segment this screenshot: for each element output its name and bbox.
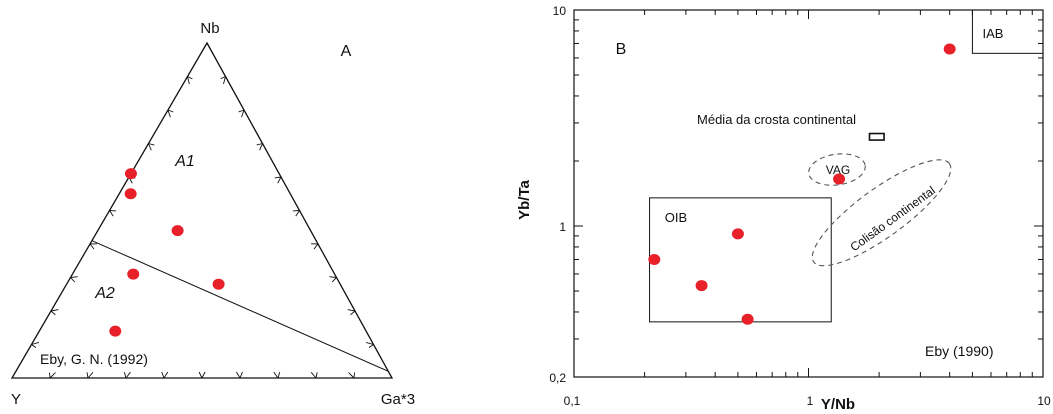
ternary-tick — [125, 371, 131, 379]
ternary-tick — [238, 109, 245, 113]
source-note-b: Eby (1990) — [925, 343, 993, 359]
ternary-tick — [163, 371, 169, 379]
ternary-tick — [241, 109, 245, 118]
ternary-tick — [201, 371, 206, 379]
ternary-tick — [167, 109, 171, 118]
field-label-oib: OIB — [665, 210, 687, 225]
source-note-a: Eby, G. N. (1992) — [40, 351, 148, 367]
y-axis-label: Yb/Ta — [516, 179, 533, 219]
ternary-ticks — [31, 76, 374, 379]
ternary-data-point — [124, 168, 137, 180]
ternary-points — [109, 168, 225, 337]
ternary-tick — [348, 372, 355, 379]
x-tick-label-2: 10 — [1037, 394, 1051, 408]
ternary-tick — [315, 372, 318, 379]
ternary-tick — [236, 371, 241, 379]
ternary-tick — [331, 277, 337, 283]
field-iab — [971, 9, 1044, 54]
field-label-vag: VAG — [826, 163, 850, 177]
ternary-tick — [368, 344, 374, 349]
ternary-tick — [310, 372, 317, 379]
ternary-tick — [89, 243, 95, 250]
scatter-data-point — [731, 228, 744, 240]
field-label-iab: IAB — [983, 26, 1004, 41]
ternary-tick — [70, 276, 78, 278]
y-tick-label-0: 0,2 — [549, 371, 566, 385]
panel-label-a: A — [341, 43, 352, 60]
ternary-tick — [31, 344, 37, 349]
ternary-tick — [350, 310, 356, 316]
ternary-tick — [220, 76, 226, 80]
vertex-label-right: Ga*3 — [381, 391, 415, 408]
field-label-a1: A1 — [174, 153, 195, 170]
field-label-collision: Colisão continental — [848, 183, 938, 254]
ternary-tick — [273, 371, 279, 379]
ternary-tick — [31, 342, 40, 345]
vertex-label-top: Nb — [200, 20, 219, 37]
ternary-tick — [70, 277, 76, 283]
ternary-data-point — [127, 268, 140, 280]
ternary-data-point — [109, 325, 122, 337]
ternary-dividing-line — [91, 240, 389, 372]
panel-label-b: B — [616, 41, 627, 58]
x-axis-label: Y/Nb — [821, 396, 855, 413]
ternary-data-point — [212, 278, 225, 290]
ternary-frame — [10, 41, 394, 379]
scatter-panel: 0,1 1 10 0,2 1 10 Y/Nb Yb/Ta B OIB IAB M… — [516, 4, 1051, 413]
scatter-data-point — [741, 313, 754, 325]
field-label-a2: A2 — [94, 285, 115, 302]
ternary-tick — [161, 371, 165, 379]
ternary-tick — [167, 109, 174, 113]
field-label-crust: Média da crosta continental — [697, 112, 856, 127]
scatter-data-point — [695, 280, 708, 292]
ternary-tick — [49, 372, 56, 379]
y-tick-label-1: 1 — [559, 220, 566, 234]
ternary-tick — [259, 143, 263, 151]
ternary-tick — [329, 276, 337, 278]
ternary-tick — [187, 76, 193, 80]
ternary-tick — [50, 309, 59, 312]
ternary-tick — [123, 372, 127, 379]
ternary-tick — [353, 372, 356, 379]
field-vag — [808, 153, 866, 186]
ternary-tick — [274, 176, 282, 179]
vertex-label-left: Y — [11, 391, 21, 408]
ternary-tick — [256, 143, 263, 146]
scatter-data-point — [648, 253, 661, 265]
field-colis-o-continental — [811, 159, 952, 267]
ternary-tick — [277, 372, 281, 379]
ternary-tick — [277, 176, 282, 184]
ternary-data-point — [124, 188, 137, 200]
ternary-tick — [187, 76, 190, 85]
field-m-dia-da-crosta-continental — [868, 132, 885, 141]
ternary-tick — [87, 372, 94, 379]
ternary-tick — [295, 210, 300, 217]
ternary-data-point — [171, 225, 184, 237]
ternary-tick — [148, 143, 155, 146]
ternary-tick — [313, 243, 319, 250]
scatter-data-point — [833, 173, 846, 185]
x-tick-label-1: 1 — [807, 394, 814, 408]
ternary-tick — [50, 310, 56, 316]
ternary-tick — [365, 341, 374, 345]
scatter-data-point — [943, 43, 956, 55]
ternary-tick — [223, 76, 226, 85]
ternary-tick — [239, 371, 243, 379]
ternary-panel: Nb Y Ga*3 A A1 A2 Eby, G. N. (1992) — [10, 20, 415, 408]
x-tick-label-0: 0,1 — [564, 394, 581, 408]
y-tick-label-2: 10 — [553, 4, 567, 18]
ternary-tick — [109, 210, 114, 217]
ternary-tick — [347, 309, 356, 312]
ternary-tick — [86, 372, 89, 379]
scatter-points — [648, 43, 956, 325]
ternary-tick — [198, 371, 203, 379]
ternary-tick — [148, 143, 152, 151]
